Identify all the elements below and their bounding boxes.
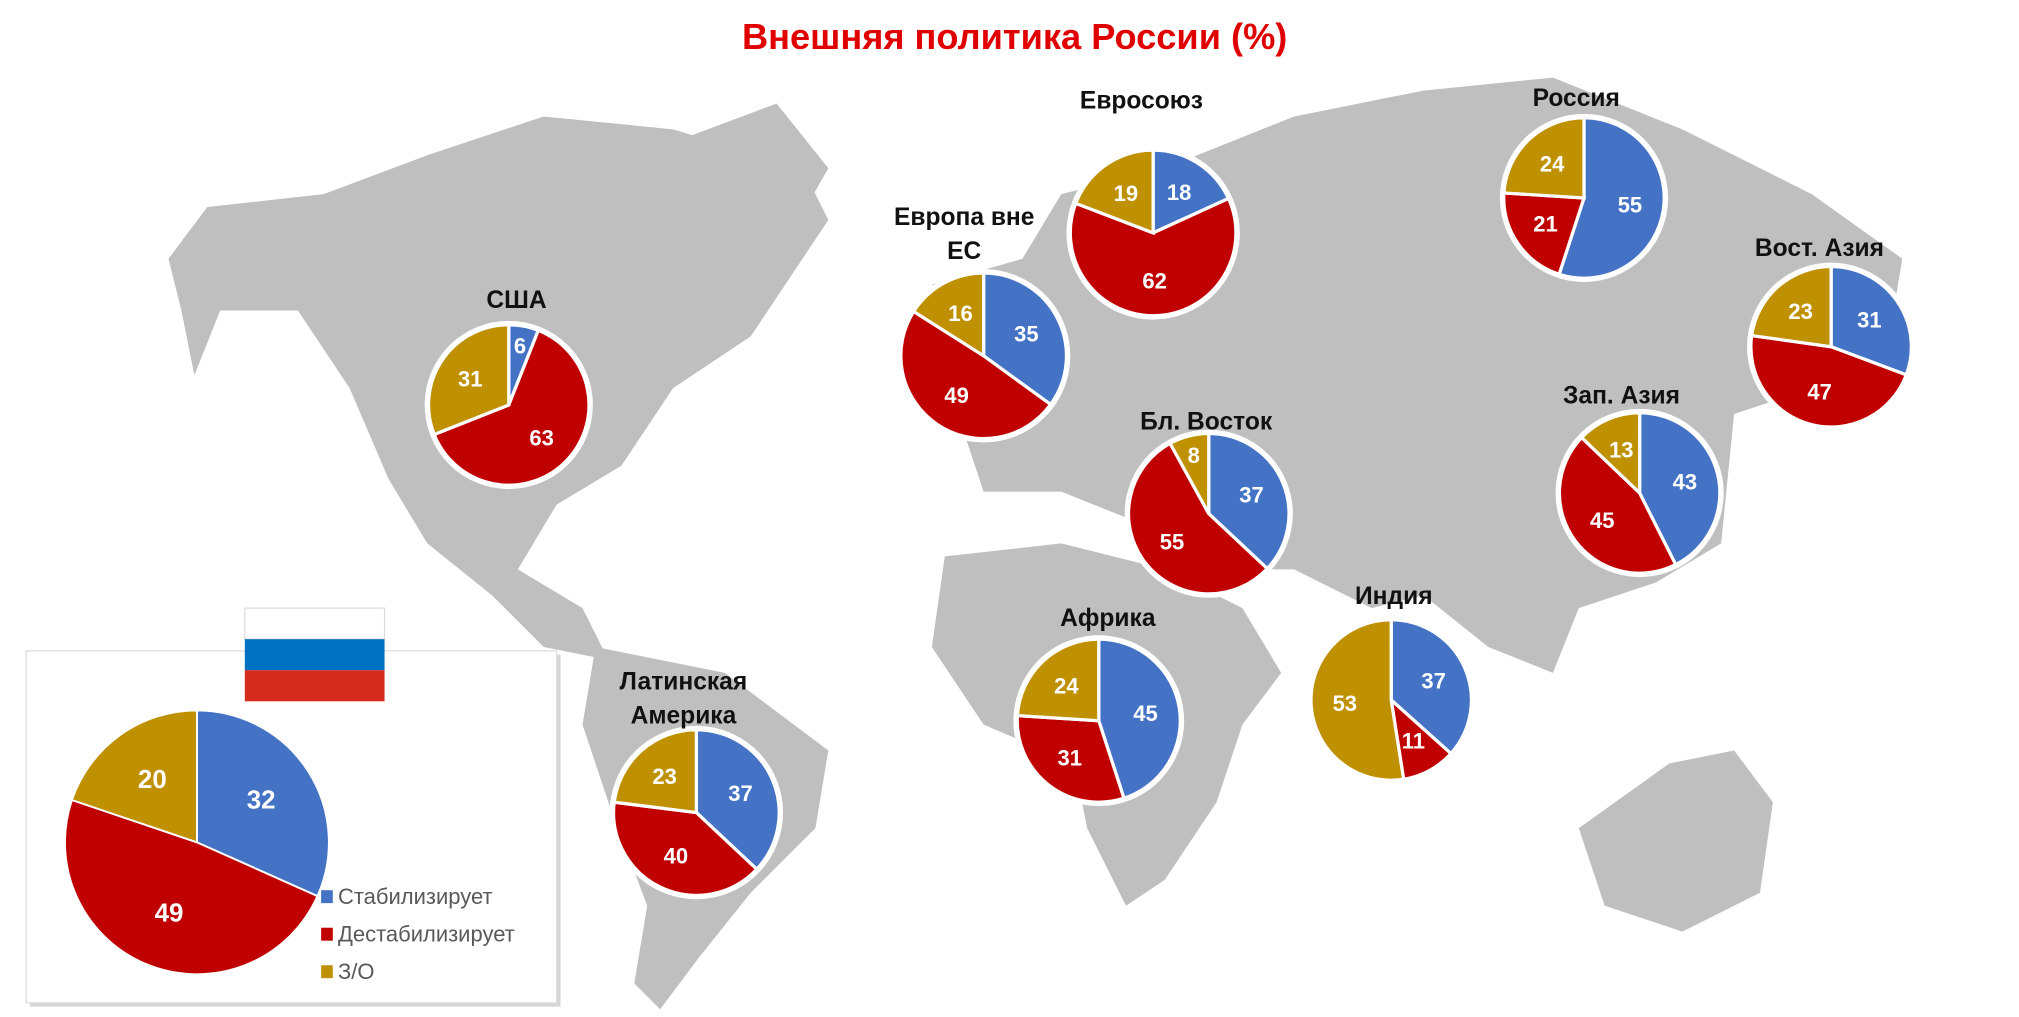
data-label: 37	[728, 781, 752, 806]
data-label: 49	[155, 900, 184, 928]
data-label: 49	[944, 383, 968, 408]
data-label: 23	[1788, 299, 1812, 324]
legend-label: Стабилизирует	[338, 884, 493, 909]
region-label: ЕС	[947, 238, 981, 265]
region-label: США	[486, 287, 546, 314]
pie-Зап. Азия: 43 45 13 Зап. Азия	[1555, 383, 1724, 578]
data-label: 40	[664, 844, 688, 869]
data-label: 31	[1058, 746, 1082, 771]
pie-slice-stabilizes	[1638, 411, 1722, 567]
pie-slice-destabilizes	[1015, 713, 1127, 804]
pie-slice-stabilizes	[1207, 431, 1291, 571]
pie-slice-no-answer	[612, 728, 698, 815]
pie-slice-stabilizes	[1097, 637, 1182, 801]
region-label: Евросоюз	[1080, 88, 1203, 115]
data-label: 24	[1540, 152, 1565, 177]
region-label: Россия	[1533, 85, 1620, 112]
data-label: 45	[1590, 508, 1614, 533]
pie-slice-no-answer	[1749, 264, 1833, 349]
data-label: 37	[1239, 483, 1263, 508]
data-label: 20	[138, 766, 167, 794]
pie-Индия: 37 11 53 Индия	[1307, 583, 1476, 785]
pie-slice-destabilizes	[432, 328, 591, 487]
legend-swatch-stabilizes	[321, 890, 333, 904]
data-label: 53	[1333, 691, 1357, 716]
legend-label: Дестабилизирует	[338, 922, 515, 947]
region-label: Африка	[1060, 605, 1156, 632]
data-label: 35	[1014, 322, 1038, 347]
pie-slice-stabilizes	[1389, 618, 1474, 756]
pie-slice-no-answer	[426, 323, 511, 437]
data-label: 24	[1054, 674, 1079, 699]
pie-slice-destabilizes	[899, 309, 1053, 441]
pie-slice-no-answer	[1167, 431, 1211, 515]
legend-swatch-destabilizes	[321, 927, 333, 941]
data-label: 55	[1618, 193, 1642, 218]
pie-Африка: 45 31 24 Африка	[1013, 605, 1185, 807]
data-label: 19	[1114, 181, 1138, 206]
greenland	[673, 103, 829, 285]
pie-slice-destabilizes	[64, 798, 319, 976]
data-label: 11	[1402, 728, 1425, 753]
pie-США: 6 63 31 США	[424, 287, 593, 490]
data-label: 23	[652, 764, 676, 789]
data-label: 63	[529, 425, 553, 450]
russian-flag	[244, 607, 386, 702]
pie-slice-destabilizes	[1557, 435, 1678, 575]
pie-slice-no-answer	[70, 709, 198, 844]
legend-label: З/О	[338, 959, 375, 984]
data-label: 13	[1609, 438, 1633, 463]
pie-overall: 32 49 20	[64, 709, 330, 976]
region-label: Бл. Восток	[1140, 409, 1273, 436]
pie-Евросоюз: 18 62 19 Евросоюз	[1066, 88, 1240, 320]
data-label: 6	[514, 333, 526, 358]
pie-slice-no-answer	[1309, 618, 1406, 782]
pie-Европа вне ЕС: 35 49 16 Европа вне ЕС	[894, 204, 1071, 443]
legend-swatch-no-answer	[321, 965, 333, 979]
pie-slice-destabilizes	[1749, 333, 1909, 429]
pie-slice-stabilizes	[1151, 148, 1231, 236]
pie-slice-no-answer	[911, 271, 986, 359]
chart-title: Внешняя политика России (%)	[742, 16, 1287, 57]
pie-slice-stabilizes	[982, 271, 1069, 407]
region-label: Зап. Азия	[1563, 383, 1680, 410]
pie-slice-no-answer	[1015, 637, 1101, 723]
data-label: 45	[1133, 701, 1157, 726]
pie-slice-no-answer	[1502, 116, 1586, 200]
region-label: Латинская	[620, 669, 748, 696]
pie-slice-stabilizes	[195, 709, 330, 898]
pie-Латинская Америка: 37 40 23 Латинская Америка	[609, 669, 784, 900]
data-label: 55	[1160, 530, 1184, 555]
data-label: 32	[247, 787, 276, 815]
pie-slice-destabilizes	[1126, 441, 1270, 596]
pie-slice-destabilizes	[1502, 191, 1587, 277]
data-label: 18	[1167, 180, 1191, 205]
data-label: 43	[1673, 470, 1697, 495]
region-label: Вост. Азия	[1755, 235, 1884, 262]
legend: Стабилизирует Дестабилизирует З/О	[321, 884, 515, 984]
pie-slice-no-answer	[1073, 148, 1155, 236]
region-label: Европа вне	[894, 204, 1035, 231]
australia	[1578, 750, 1773, 932]
pie-Россия: 55 21 24 Россия	[1499, 85, 1669, 283]
pie-slice-destabilizes	[612, 800, 760, 897]
region-label: Индия	[1355, 583, 1433, 610]
data-label: 8	[1188, 443, 1200, 468]
pie-slice-no-answer	[1579, 411, 1642, 497]
pie-slice-destabilizes	[1068, 196, 1238, 318]
data-label: 37	[1421, 669, 1445, 694]
data-label: 16	[948, 301, 972, 326]
pie-Бл. Восток: 37 55 8 Бл. Восток	[1124, 409, 1293, 598]
data-label: 47	[1807, 379, 1831, 404]
pie-slice-stabilizes	[694, 728, 781, 872]
pie-Вост. Азия: 31 47 23 Вост. Азия	[1747, 235, 1916, 431]
pie-slice-stabilizes	[1829, 264, 1913, 377]
data-label: 31	[1857, 308, 1881, 333]
data-label: 21	[1533, 212, 1557, 237]
region-label: Америка	[631, 702, 737, 729]
data-label: 62	[1142, 268, 1166, 293]
data-label: 31	[458, 366, 482, 391]
